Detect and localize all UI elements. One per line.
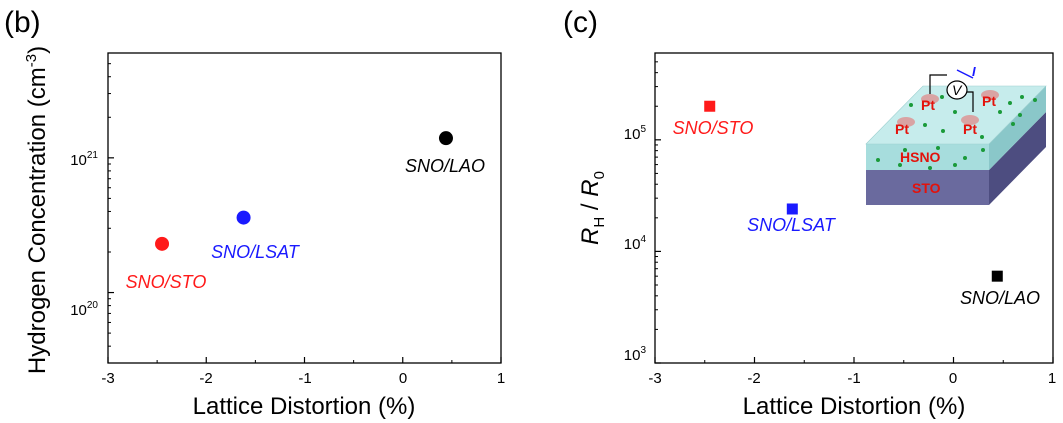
panel-c-x-axis-title: Lattice Distortion (%) xyxy=(743,393,966,420)
panel-b-y-ticks xyxy=(108,52,114,364)
panel-b-x-tick-labels: -3 -2 -1 0 1 xyxy=(101,370,505,387)
electrode-label: Pt xyxy=(963,121,977,137)
b-y-tick-label: 1020 xyxy=(70,300,98,319)
substrate-front xyxy=(866,170,989,205)
panel-c-y-ticks xyxy=(655,52,661,364)
electrode-label: Pt xyxy=(982,93,996,109)
film-label: HSNO xyxy=(900,149,941,165)
label-sno-lsat: SNO/LSAT xyxy=(747,215,837,235)
film-side xyxy=(989,86,1046,170)
panel-b-y-axis-title: Hydrogen Concentration (cm-3) xyxy=(23,46,51,374)
panel-c-y-axis-title: RH / R0 xyxy=(577,171,608,245)
b-y-tick-label: 1021 xyxy=(70,150,98,169)
data-point-sno-lao xyxy=(438,131,453,146)
panel-c-y-tick-labels: 105 104 103 xyxy=(624,124,647,364)
electrode-label: Pt xyxy=(895,121,909,137)
c-x-tick-label: 0 xyxy=(949,370,957,387)
data-point-sno-lao xyxy=(991,270,1003,282)
electrode-label: Pt xyxy=(921,97,935,113)
hydrogen-dots xyxy=(876,95,1037,170)
panel-c-x-ticks xyxy=(654,357,1054,363)
panel-b: (b) -3 -2 -1 0 1 1021 1020 Lattice Disto… xyxy=(4,6,505,420)
label-sno-lsat: SNO/LSAT xyxy=(211,242,301,262)
b-x-tick-label: 1 xyxy=(497,370,505,387)
panel-c-label: (c) xyxy=(563,6,598,39)
film-front xyxy=(866,144,989,170)
b-x-tick-label: -1 xyxy=(298,370,311,387)
current-arrow-icon xyxy=(956,69,974,79)
substrate-side xyxy=(989,112,1046,205)
label-sno-lao: SNO/LAO xyxy=(405,156,485,176)
data-point-sno-lsat xyxy=(786,203,798,215)
data-point-sno-sto xyxy=(155,236,170,251)
label-sno-sto: SNO/STO xyxy=(673,118,754,138)
c-x-tick-label: -3 xyxy=(648,370,661,387)
inset-device-schematic: Pt Pt Pt Pt HSNO STO V I xyxy=(865,64,1047,205)
voltmeter-wires xyxy=(929,74,974,112)
current-label: I xyxy=(972,64,976,79)
panel-b-plot-frame xyxy=(107,52,502,364)
b-x-tick-label: 0 xyxy=(399,370,407,387)
label-sno-sto: SNO/STO xyxy=(126,272,207,292)
panel-b-x-axis-title: Lattice Distortion (%) xyxy=(193,393,416,420)
film-top xyxy=(865,85,1047,145)
label-sno-lao: SNO/LAO xyxy=(960,288,1040,308)
substrate-label: STO xyxy=(912,180,941,196)
panel-c-x-tick-labels: -3 -2 -1 0 1 xyxy=(648,370,1056,387)
voltmeter-icon xyxy=(946,80,968,100)
c-y-tick-label: 105 xyxy=(624,124,647,143)
voltmeter-label: V xyxy=(952,82,963,98)
c-x-tick-label: -1 xyxy=(847,370,860,387)
c-y-tick-label: 104 xyxy=(624,234,647,253)
panel-b-label: (b) xyxy=(4,6,41,39)
data-point-sno-lsat xyxy=(236,210,251,225)
panel-b-y-tick-labels: 1021 1020 xyxy=(70,150,98,319)
panel-c: (c) -3 -2 -1 0 1 105 104 103 Lattice Dis… xyxy=(563,6,1056,420)
c-x-tick-label: 1 xyxy=(1048,370,1056,387)
c-y-tick-label: 103 xyxy=(624,345,647,364)
b-x-tick-label: -2 xyxy=(199,370,212,387)
c-x-tick-label: -2 xyxy=(747,370,760,387)
b-x-tick-label: -3 xyxy=(101,370,114,387)
panel-b-x-ticks xyxy=(107,357,502,363)
data-point-sno-sto xyxy=(704,100,716,112)
pt-electrodes xyxy=(897,90,999,127)
